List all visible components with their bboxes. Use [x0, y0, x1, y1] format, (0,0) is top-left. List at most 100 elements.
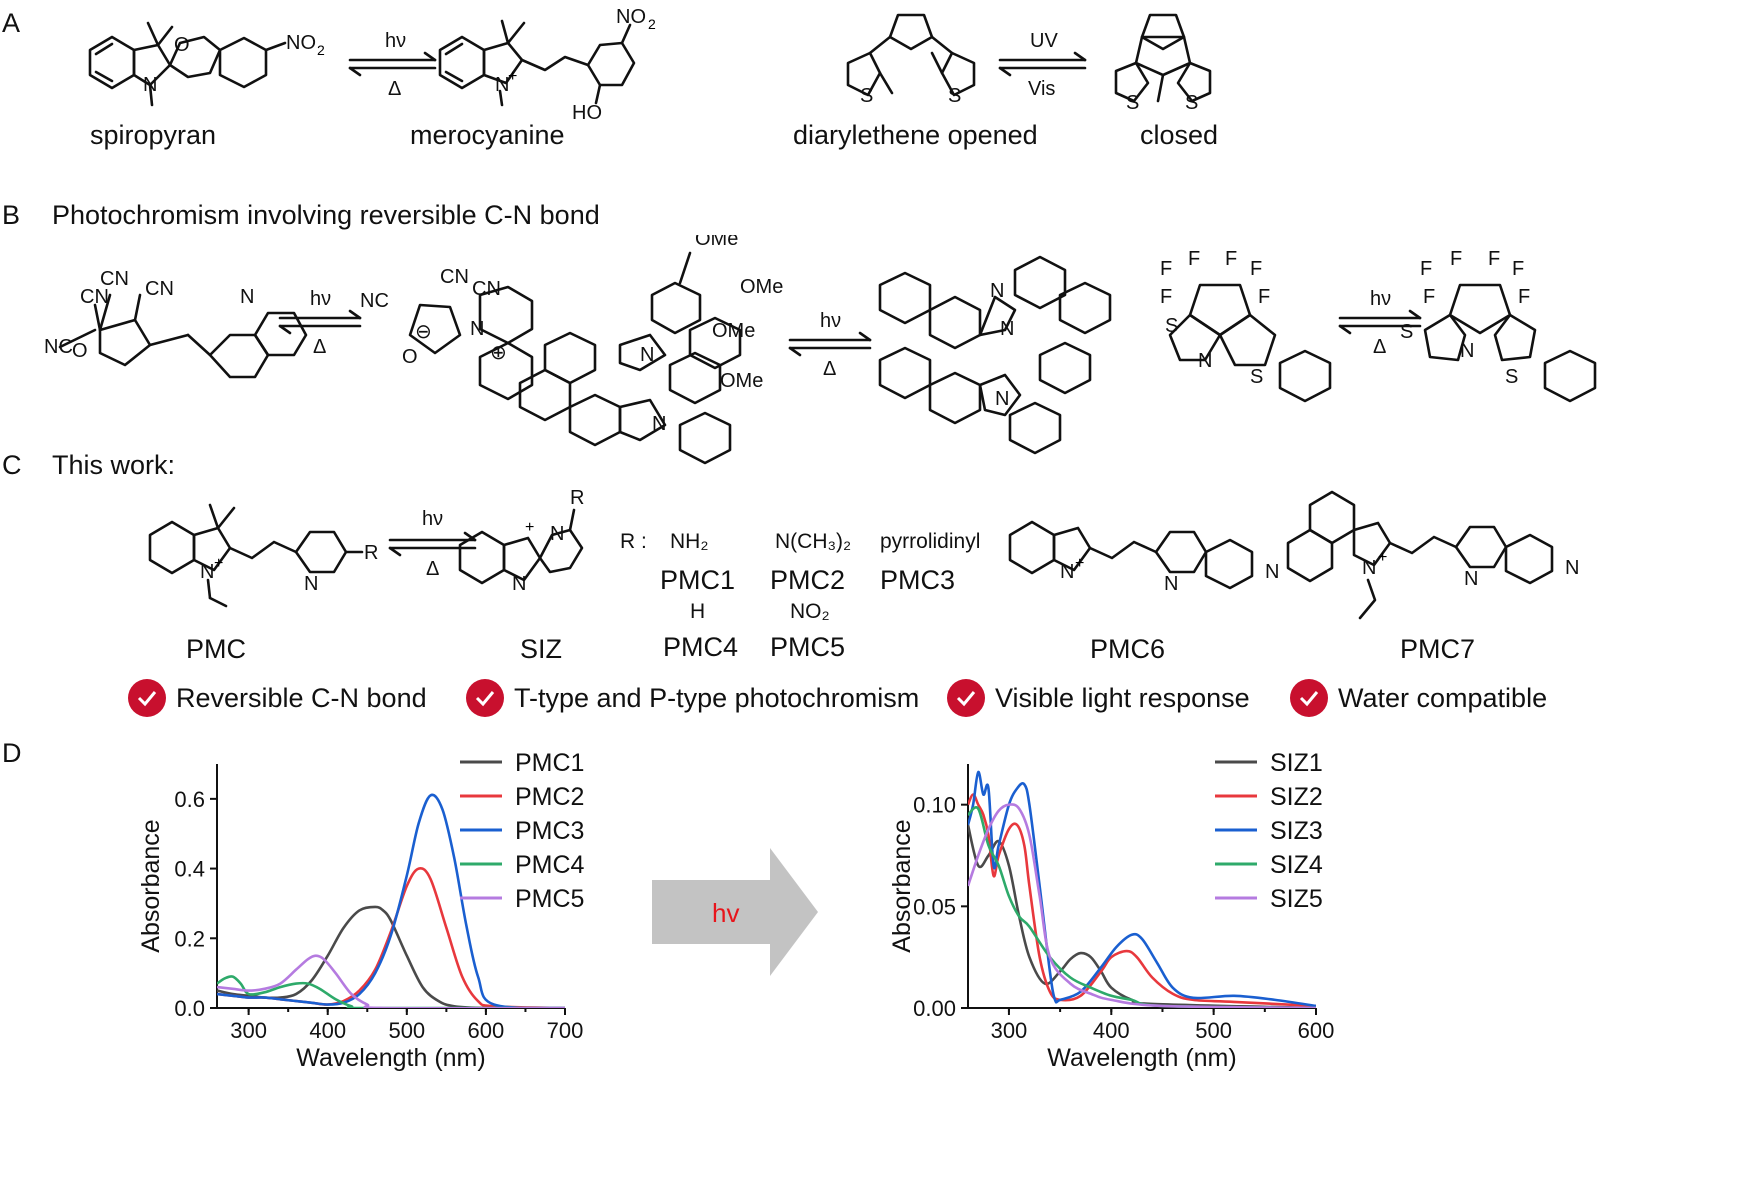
panel-a-arrow2-bottom: Vis: [1028, 78, 1055, 100]
svg-text:F: F: [1488, 248, 1500, 270]
habi-closed-anisyl-4: [1008, 401, 1062, 455]
svg-text:HO: HO: [572, 102, 602, 124]
panel-d-charts: 300 400 500 600 700 0.0 0.2 0.4 0.6 Wavelength (n…: [137, 749, 1334, 1072]
svg-text:S: S: [860, 85, 873, 107]
caption-closed: closed: [1140, 120, 1219, 150]
pmc7-quinoline-ring-2: [1504, 533, 1554, 585]
hv-arrow-label: hv: [712, 898, 739, 928]
svg-text:F: F: [1423, 286, 1435, 308]
substituent-group-2: N(CH₃)₂: [775, 530, 852, 553]
svg-text:S: S: [1400, 321, 1413, 343]
pmc-pyrrole-ring: [192, 526, 232, 572]
feature-4-label: Water compatible: [1338, 682, 1548, 713]
series-line-pmc4: [217, 975, 565, 1008]
svg-text:N: N: [1060, 561, 1074, 583]
svg-text:2: 2: [317, 42, 325, 58]
svg-text:N: N: [470, 318, 484, 340]
pmc7-naph-ring-2: [1286, 528, 1334, 583]
x-tick-label: 400: [309, 1018, 346, 1043]
svg-text:NO: NO: [286, 32, 316, 54]
x-tick-label: 500: [388, 1018, 425, 1043]
svg-text:N: N: [1460, 340, 1474, 362]
svg-text:F: F: [1225, 248, 1237, 270]
svg-text:F: F: [1160, 258, 1172, 280]
habi-imidazole-lower: [618, 398, 667, 442]
svg-text:N: N: [240, 286, 254, 308]
legend-label-pmc5: PMC5: [515, 885, 584, 913]
siz-benzene-ring: [458, 530, 506, 585]
y-tick-label: 0.00: [913, 996, 956, 1021]
series-line-siz5: [968, 803, 1316, 1008]
panel-c-title: This work:: [52, 450, 176, 480]
pmc6-pyrrole-ring: [1052, 526, 1092, 572]
panel-a-arrow2-top: UV: [1030, 30, 1058, 52]
panel-a-arrow1-top: hν: [385, 30, 406, 52]
series-line-siz2: [968, 793, 1316, 1008]
legend-label-siz4: SIZ4: [1270, 851, 1323, 879]
check-icon: [947, 679, 985, 717]
svg-text:OMe: OMe: [695, 235, 738, 250]
svg-text:N: N: [1265, 561, 1279, 583]
svg-text:N: N: [495, 74, 509, 96]
habi-closed-imidazole-2: [978, 373, 1022, 417]
habi-closed-imidazole-1: [978, 295, 1017, 337]
y-axis-label: Absorbance: [137, 819, 165, 952]
hv-arrow-icon: [652, 848, 818, 976]
svg-text:F: F: [1420, 258, 1432, 280]
x-tick-label: 300: [991, 1018, 1028, 1043]
habi-closed-anisyl-1: [1013, 255, 1067, 310]
merocyanine-pyrrole-ring: [482, 41, 524, 85]
f6-phenyl: [1278, 349, 1332, 403]
caption-pmc7: PMC7: [1400, 634, 1476, 664]
svg-text:O: O: [72, 340, 88, 362]
caption-spiropyran: spiropyran: [90, 120, 217, 150]
svg-text:N: N: [1464, 568, 1478, 590]
y-tick-label: 0.6: [174, 787, 205, 812]
pmc6-quinoline-ring-2: [1204, 538, 1254, 590]
y-axis-label: Absorbance: [888, 819, 916, 952]
series-line-siz4: [968, 806, 1316, 1008]
substituent-name-3: PMC3: [880, 565, 956, 595]
panel-b-title: Photochromism involving reversible C-N b…: [52, 200, 600, 230]
feature-3: Visible light response: [947, 679, 1250, 717]
caption-pmc: PMC: [186, 634, 246, 664]
y-tick-label: 0.2: [174, 926, 205, 951]
habi-naph-3: [568, 393, 622, 447]
check-icon: [128, 679, 166, 717]
panel-c-arrow-top: hν: [422, 508, 443, 530]
f6-open-phenyl: [1543, 349, 1597, 403]
svg-text:CN: CN: [100, 268, 129, 290]
quinolinium-ring-2: [478, 341, 534, 401]
feature-3-label: Visible light response: [995, 682, 1250, 713]
pmc6-quinoline-ring-1: [1154, 530, 1208, 574]
check-icon: [466, 679, 504, 717]
svg-text:N: N: [995, 388, 1009, 410]
dae-closed-thiophene-left: [1114, 61, 1150, 103]
dae-open-cyclopentene: [888, 13, 934, 51]
panel-b-arrow2-bottom: Δ: [823, 358, 836, 380]
f6-open-thiazole: [1423, 313, 1467, 362]
y-tick-label: 0.4: [174, 857, 205, 882]
check-icon: [1290, 679, 1328, 717]
svg-text:CN: CN: [440, 266, 469, 288]
f6-thiophene: [1218, 313, 1277, 367]
svg-text:NO: NO: [616, 6, 646, 28]
series-line-pmc5: [217, 954, 565, 1008]
svg-text:S: S: [1505, 366, 1518, 388]
habi-closed-naph-1: [878, 271, 932, 325]
substituent-name-4: PMC4: [663, 632, 739, 662]
panel-letter-a: A: [2, 8, 21, 38]
panel-letter-c: C: [2, 450, 22, 480]
dae-closed-thiophene-right: [1176, 61, 1212, 103]
svg-text:2: 2: [648, 16, 656, 32]
series-line-siz3: [968, 770, 1316, 1008]
habi-anisyl-1: [650, 281, 702, 335]
svg-text:+: +: [214, 555, 223, 572]
x-tick-label: 400: [1093, 1018, 1130, 1043]
panel-b-arrow3-top: hν: [1370, 288, 1391, 310]
dae-closed-hexatriene: [1134, 35, 1192, 77]
y-tick-label: 0.10: [913, 793, 956, 818]
legend-label-siz1: SIZ1: [1270, 749, 1323, 777]
habi-imidazole-upper: [618, 333, 667, 372]
